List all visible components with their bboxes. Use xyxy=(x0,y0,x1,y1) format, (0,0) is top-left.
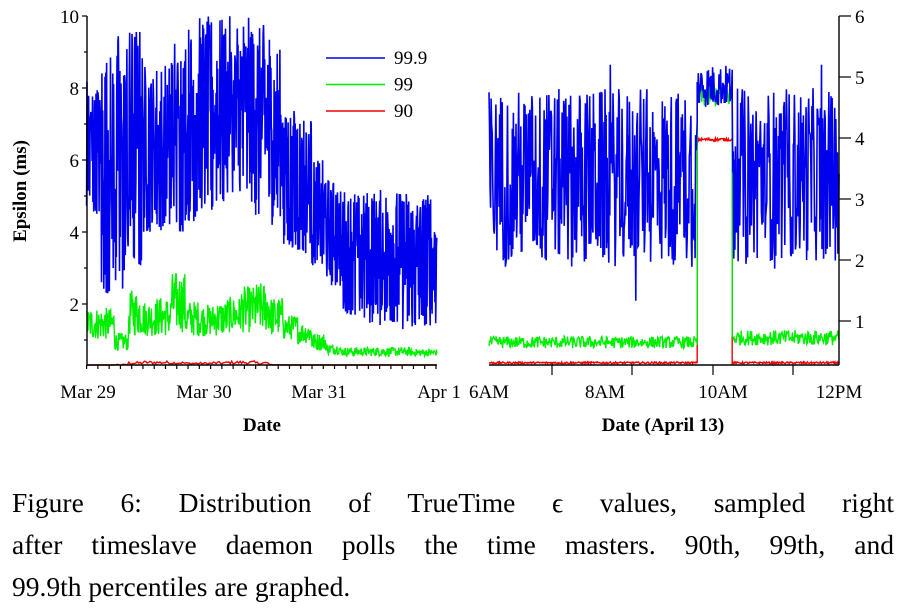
left-y-axis-title: Epsilon (ms) xyxy=(10,140,31,242)
y-tick-label: 6 xyxy=(855,7,865,28)
caption-line-1: Figure 6: Distribution of TrueTime ϵ val… xyxy=(12,487,894,518)
caption-line-2: after timeslave daemon polls the time ma… xyxy=(12,529,894,560)
y-tick-label: 2 xyxy=(70,295,80,316)
series-line-99-9 xyxy=(488,64,840,301)
series-line-90 xyxy=(488,135,839,366)
y-tick-label: 8 xyxy=(70,79,80,100)
y-tick-label: 2 xyxy=(855,251,865,272)
left-chart-week: 2 4 6 8 10 Mar 29 Mar 30 Mar 31 Apr 1 xyxy=(60,7,461,403)
figure-caption: Figure 6: Distribution of TrueTime ϵ val… xyxy=(12,482,894,608)
x-tick-label: Mar 31 xyxy=(291,382,346,403)
y-tick-label: 4 xyxy=(855,129,865,150)
series-line-99 xyxy=(85,272,438,359)
x-tick-label: Mar 29 xyxy=(60,382,115,403)
y-tick-label: 1 xyxy=(855,312,865,333)
figure-6-charts: 2 4 6 8 10 Mar 29 Mar 30 Mar 31 Apr 1 1 2 3 4 5 6 6AM 8… xyxy=(10,7,865,436)
x-tick-label: 8AM xyxy=(585,382,625,403)
legend-label: 90 xyxy=(394,101,413,122)
left-x-axis-title: Date xyxy=(243,415,281,436)
x-tick-label: Mar 30 xyxy=(176,382,231,403)
y-tick-label: 5 xyxy=(855,68,865,89)
x-tick-label: 12PM xyxy=(816,382,863,403)
x-tick-label: 6AM xyxy=(469,382,509,403)
legend: 99.9 99 90 xyxy=(326,48,427,122)
legend-label: 99 xyxy=(394,75,413,96)
y-tick-label: 10 xyxy=(60,7,79,28)
y-tick-label: 4 xyxy=(70,223,80,244)
y-tick-label: 3 xyxy=(855,190,865,211)
y-tick-label: 6 xyxy=(70,151,80,172)
caption-line-3: 99.9th percentiles are graphed. xyxy=(12,571,351,602)
legend-label: 99.9 xyxy=(394,48,427,69)
series-line-99-9 xyxy=(85,16,438,330)
x-tick-label: 10AM xyxy=(698,382,748,403)
series-line-99 xyxy=(488,82,840,351)
x-tick-label: Apr 1 xyxy=(417,382,461,403)
right-x-axis-title: Date (April 13) xyxy=(602,415,724,436)
right-chart-april-13: 1 2 3 4 5 6 6AM 8AM 10AM 12PM xyxy=(469,7,865,403)
